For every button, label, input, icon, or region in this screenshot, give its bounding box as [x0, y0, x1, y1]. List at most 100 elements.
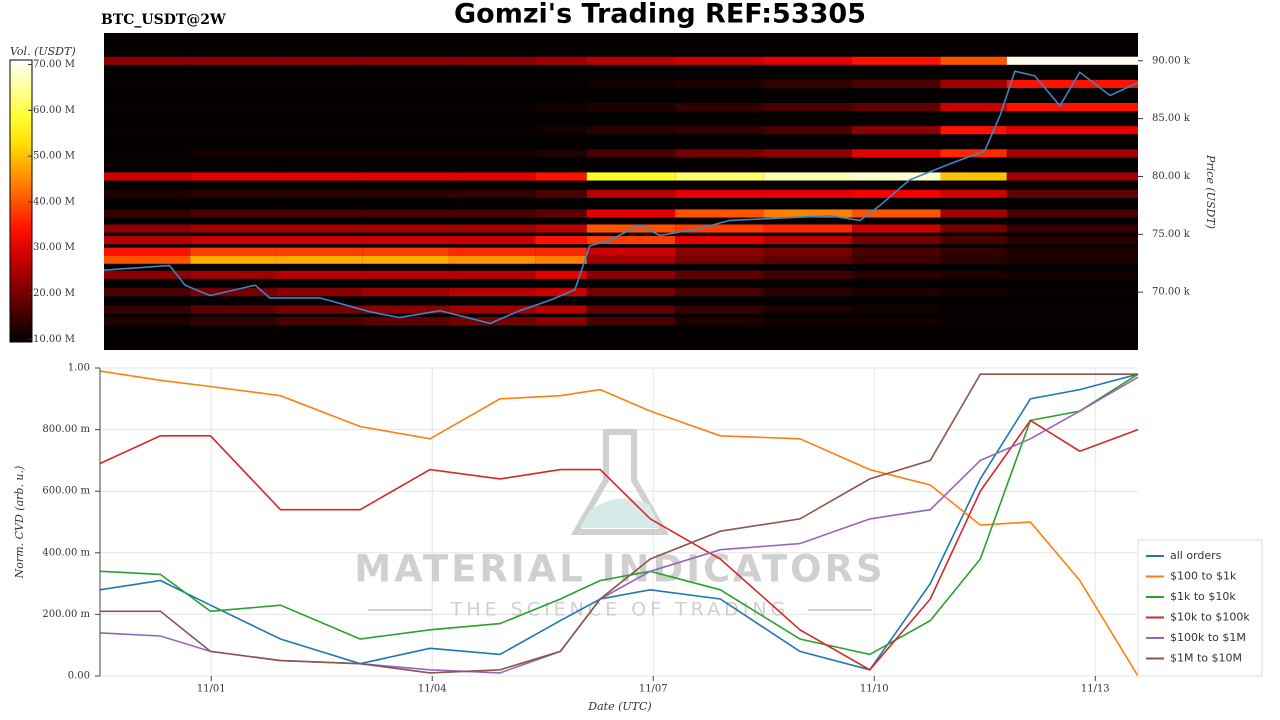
heat-cell [1006, 209, 1138, 218]
heat-cell [852, 255, 941, 264]
grid [100, 367, 1138, 677]
heat-cell [586, 126, 676, 135]
heat-cell [675, 236, 764, 245]
heat-cell [1006, 149, 1138, 158]
heat-cell [1006, 247, 1138, 256]
y-tick-label: 90.00 k [1152, 55, 1191, 66]
heat-cell [276, 79, 363, 88]
heat-cell [763, 305, 853, 314]
heat-cell [535, 79, 587, 88]
heat-cell [104, 189, 191, 198]
heat-cell [852, 305, 941, 314]
heat-cell [675, 79, 764, 88]
heat-cell [852, 189, 941, 198]
heat-cell [362, 305, 449, 314]
heat-cell [940, 79, 1007, 88]
heat-cell [448, 255, 536, 264]
heat-cell [852, 288, 941, 297]
heat-cell [362, 56, 449, 65]
heatmap [104, 56, 1138, 326]
heat-cell [940, 236, 1007, 245]
legend-label: $1M to $10M [1170, 652, 1242, 665]
heat-cell [940, 255, 1007, 264]
heat-cell [448, 305, 536, 314]
heat-cell [763, 189, 853, 198]
heat-cell [190, 270, 277, 279]
heat-cell [276, 209, 363, 218]
heat-cell [586, 270, 676, 279]
y-axis-label: Price (USDT) [1204, 154, 1217, 229]
heat-cell [276, 288, 363, 297]
heat-cell [276, 236, 363, 245]
heat-cell [448, 247, 536, 256]
heat-cell [1006, 172, 1138, 181]
heat-cell [586, 236, 676, 245]
x-tick-label: 11/04 [418, 684, 447, 695]
heat-cell [586, 288, 676, 297]
heat-cell [276, 317, 363, 326]
heat-cell [535, 56, 587, 65]
heat-cell [535, 305, 587, 314]
heat-cell [675, 189, 764, 198]
heat-cell [535, 149, 587, 158]
y-axis-label: Norm. CVD (arb. u.) [13, 466, 26, 580]
heat-cell [535, 224, 587, 233]
heat-cell [763, 236, 853, 245]
heat-cell [104, 224, 191, 233]
heat-cell [535, 270, 587, 279]
heat-cell [535, 247, 587, 256]
heat-cell [448, 209, 536, 218]
heat-cell [276, 102, 363, 112]
heat-cell [852, 270, 941, 279]
heat-cell [675, 305, 764, 314]
heat-cell [1006, 126, 1138, 135]
heat-cell [940, 126, 1007, 135]
heat-cell [852, 236, 941, 245]
heat-cell [362, 224, 449, 233]
heat-cell [104, 172, 191, 181]
y-tick-label: 400.00 m [42, 547, 90, 558]
heat-cell [586, 305, 676, 314]
cvd-lines [99, 370, 1139, 677]
heat-cell [675, 209, 764, 218]
flask-icon [570, 429, 670, 535]
heat-cell [675, 102, 764, 112]
colorbar-tick-label: 10.00 M [33, 334, 75, 345]
heat-cell [852, 247, 941, 256]
heat-cell [763, 79, 853, 88]
heat-cell [940, 305, 1007, 314]
heat-cell [190, 236, 277, 245]
heat-cell [675, 288, 764, 297]
heat-cell [276, 305, 363, 314]
x-tick-label: 11/07 [639, 684, 668, 695]
heat-cell [586, 209, 676, 218]
heat-cell [940, 149, 1007, 158]
heat-cell [190, 224, 277, 233]
heat-cell [1006, 317, 1138, 326]
heat-cell [448, 172, 536, 181]
heat-cell [448, 79, 536, 88]
heat-cell [675, 317, 764, 326]
heat-cell [763, 172, 853, 181]
heat-cell [940, 247, 1007, 256]
heat-cell [535, 255, 587, 264]
heat-cell [276, 224, 363, 233]
heat-cell [852, 209, 941, 218]
heat-cell [276, 189, 363, 198]
heat-cell [190, 79, 277, 88]
flask-liquid [580, 498, 660, 528]
heat-cell [448, 126, 536, 135]
heat-cell [763, 126, 853, 135]
heat-cell [586, 247, 676, 256]
heat-cell [362, 172, 449, 181]
heat-cell [852, 149, 941, 158]
heat-cell [104, 56, 191, 65]
cvd-line [100, 373, 1138, 674]
y-tick-label: 85.00 k [1152, 113, 1191, 124]
heat-cell [104, 209, 191, 218]
y-tick-label: 1.00 [68, 363, 90, 374]
heat-cell [586, 56, 676, 65]
colorbar-tick-label: 50.00 M [33, 151, 75, 162]
heat-cell [1006, 224, 1138, 233]
heat-cell [852, 79, 941, 88]
